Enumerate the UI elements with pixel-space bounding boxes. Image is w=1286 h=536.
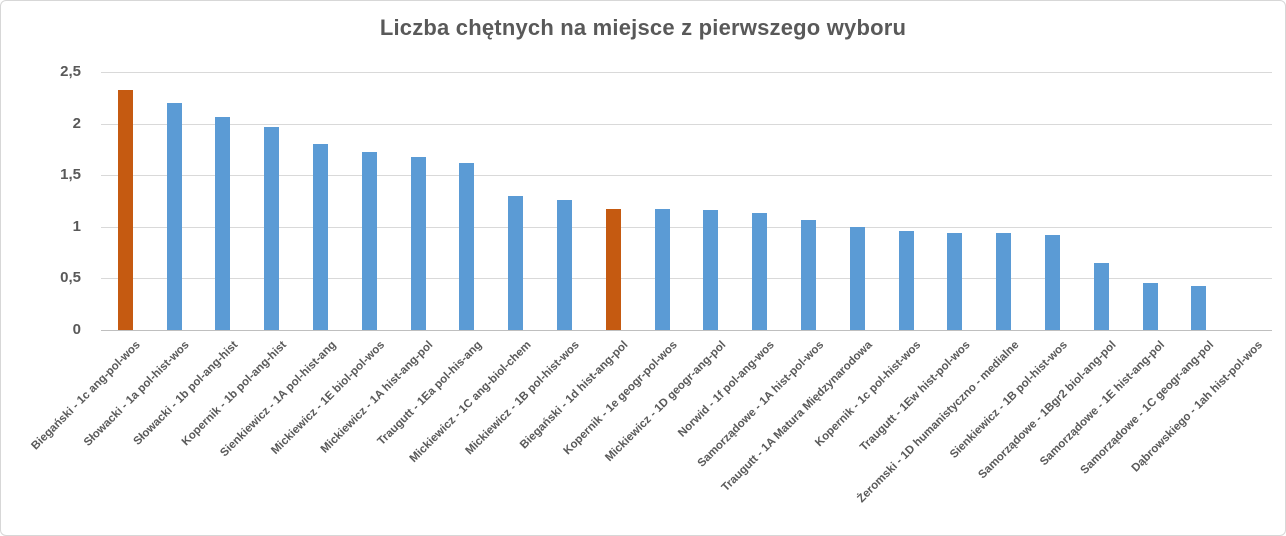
bar[interactable] <box>947 232 963 330</box>
bar[interactable] <box>703 210 719 330</box>
bar[interactable] <box>849 226 865 330</box>
bar[interactable] <box>1191 285 1207 330</box>
bar[interactable] <box>264 126 280 330</box>
y-axis-tick-label: 2 <box>72 114 81 132</box>
bar[interactable] <box>996 232 1012 330</box>
bar[interactable] <box>557 199 573 330</box>
x-axis-category-label: Traugutt - 1Ea pol-his-ang <box>375 339 485 448</box>
bar[interactable] <box>166 102 182 330</box>
chart-title: Liczba chętnych na miejsce z pierwszego … <box>379 15 907 40</box>
bar[interactable] <box>361 152 377 330</box>
y-axis-tick-label: 0 <box>72 321 81 338</box>
x-axis-category-label: Kopernik - 1c pol-hist-wos <box>813 339 924 450</box>
y-axis-tick-label: 1 <box>72 217 81 235</box>
y-axis-tick-label: 0,5 <box>60 269 81 287</box>
x-axis-category-label: Norwid - 1f pol-ang-wos <box>676 339 778 440</box>
bar[interactable] <box>508 195 524 330</box>
bar[interactable] <box>215 117 231 330</box>
bar[interactable] <box>605 209 621 330</box>
bar[interactable] <box>459 162 475 330</box>
bar[interactable] <box>1093 262 1109 330</box>
x-axis-line <box>101 330 1272 331</box>
y-axis-tick-label: 1,5 <box>60 166 81 184</box>
bar[interactable] <box>1044 235 1060 330</box>
bar[interactable] <box>654 209 670 330</box>
gridline <box>101 123 1272 125</box>
y-axis-tick-label: 2,5 <box>60 63 81 80</box>
x-axis-category-label: Kopernik - 1b pol-ang-hist <box>180 339 290 449</box>
bar[interactable] <box>800 219 816 330</box>
bar[interactable] <box>752 213 768 330</box>
bar[interactable] <box>313 144 329 330</box>
bar[interactable] <box>898 230 914 330</box>
bar[interactable] <box>410 156 426 330</box>
bar[interactable] <box>1142 282 1158 330</box>
bar[interactable] <box>117 89 133 330</box>
gridline <box>101 72 1272 73</box>
